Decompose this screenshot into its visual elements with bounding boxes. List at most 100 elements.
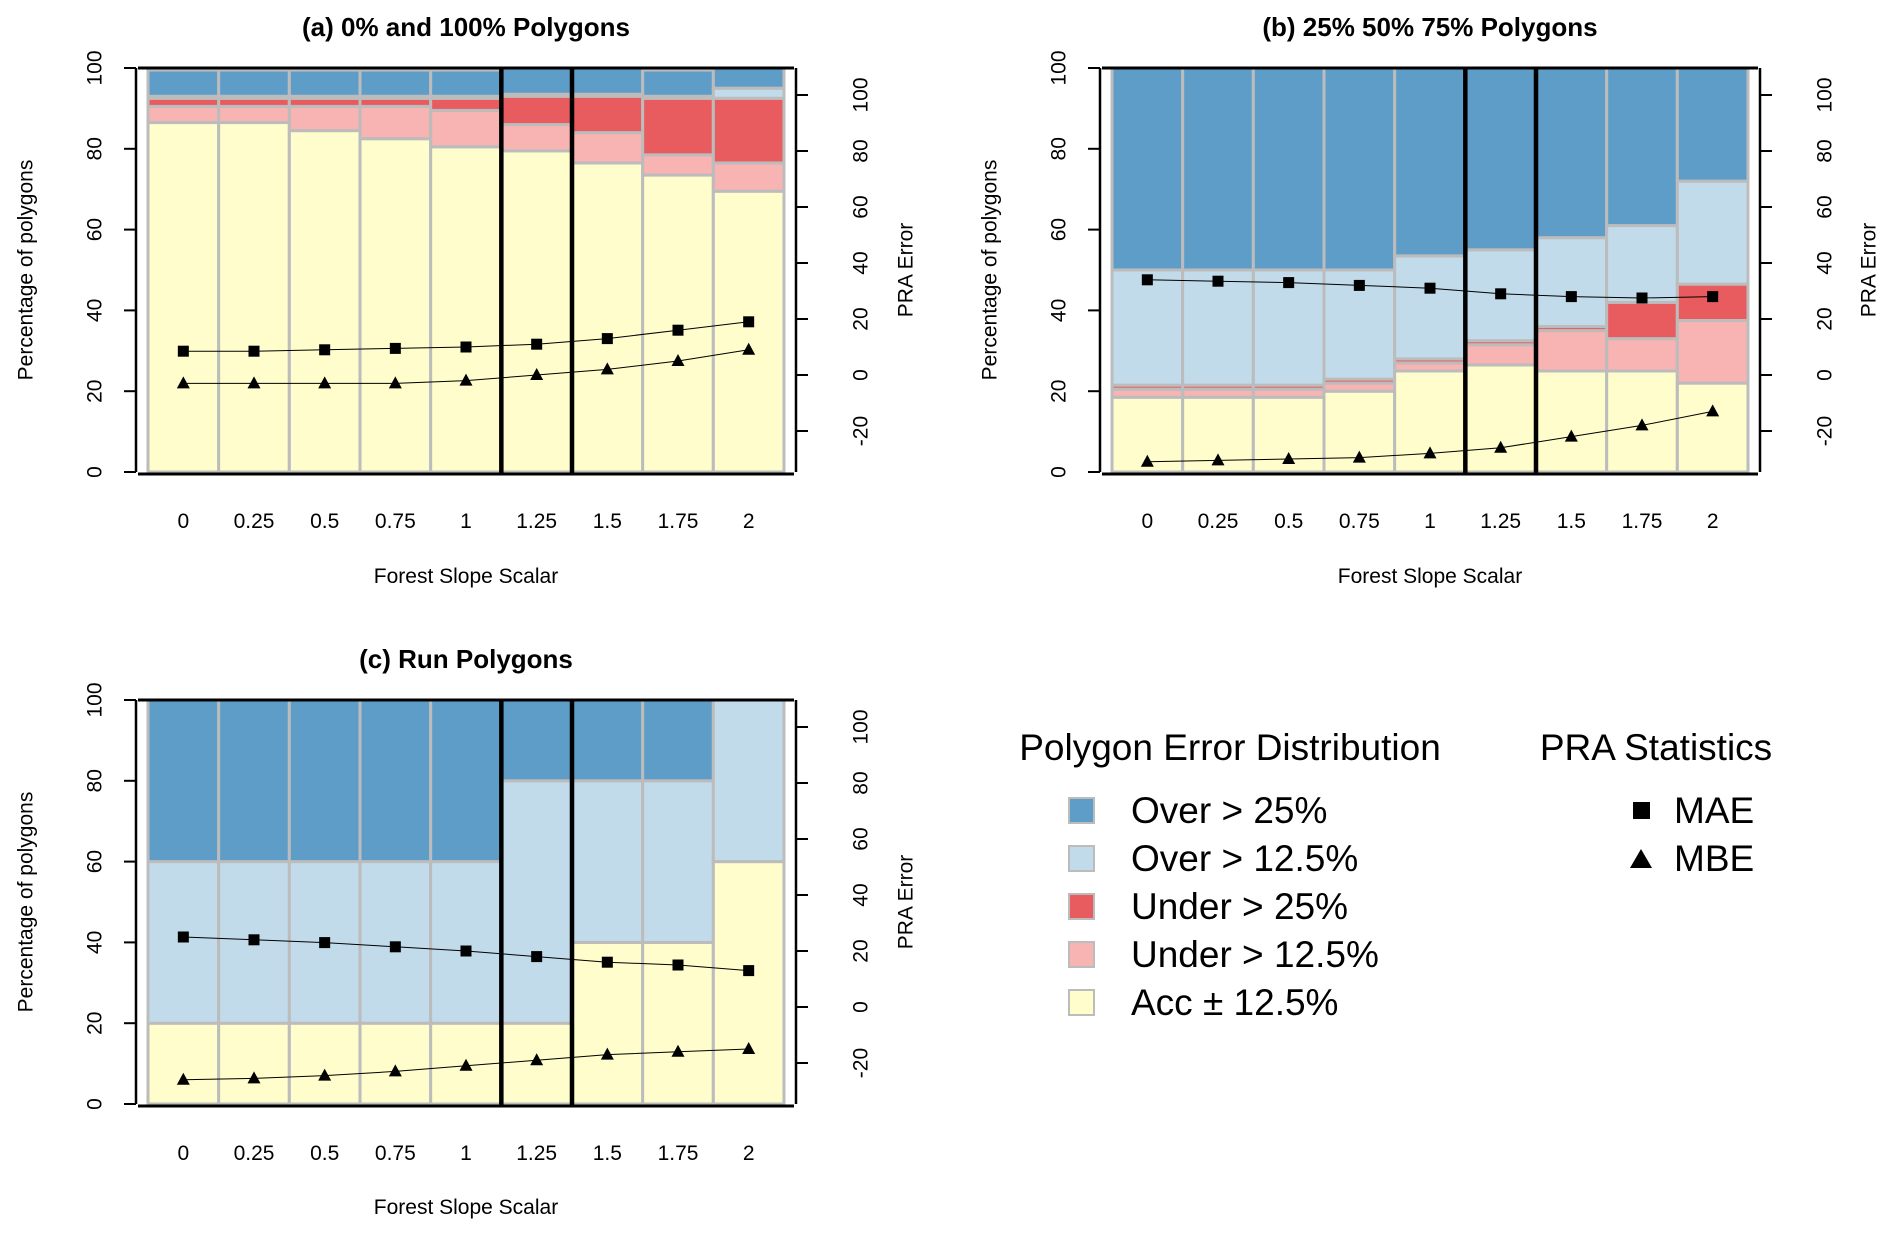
mbe-point (247, 1071, 261, 1084)
bar-segment (641, 698, 715, 783)
mbe-point (1635, 418, 1649, 431)
mae-point (1424, 282, 1436, 294)
bar-segment (287, 68, 362, 98)
mbe-point (742, 1042, 756, 1054)
x-tick-label: 1 (460, 1142, 472, 1165)
bar-segment (1181, 66, 1255, 272)
bar-segment (358, 1021, 433, 1106)
mbe-point (1211, 453, 1225, 466)
mae-point (1353, 279, 1365, 291)
bar-segment (1605, 66, 1679, 228)
mae-point (319, 344, 331, 356)
x-tick-label: 2 (743, 1142, 755, 1165)
bar-segment (217, 104, 291, 125)
legend-swatch (1068, 989, 1095, 1016)
bar-segment (1181, 268, 1255, 387)
mae-point (248, 345, 260, 357)
x-tick-label: 0 (177, 1142, 189, 1165)
bar-segment (1110, 268, 1185, 387)
bar-segment (1675, 282, 1750, 323)
y-tick-label: 20 (84, 1012, 107, 1035)
mae-point (460, 341, 472, 353)
bar-segment (1605, 337, 1679, 373)
bar-segment (711, 860, 786, 1106)
x-tick-label: 1.5 (1557, 510, 1586, 533)
y2-tick-label: -20 (850, 416, 873, 446)
bar-segment (570, 66, 645, 96)
mbe-point (530, 368, 544, 380)
mae-point (319, 937, 331, 949)
y2-tick-label: 0 (850, 369, 873, 381)
bar-segment (146, 1021, 221, 1106)
mbe-point (176, 376, 190, 389)
bar-segment (570, 779, 645, 944)
panel-a: 0 20 40 60 80 100 -20 0 20 40 60 80 100 0 0.25 0.5 0.75 1… (15, 12, 918, 588)
bar-segment (358, 68, 433, 98)
bar-segment (358, 698, 433, 864)
bar-segment (1605, 300, 1679, 341)
bar-segment (1110, 66, 1185, 272)
y2-tick-label: 40 (1814, 251, 1837, 274)
x-tick-label: 0.25 (234, 510, 275, 533)
x-tick-label: 0.25 (234, 1142, 275, 1165)
bar-segment (641, 153, 715, 177)
mbe-point (1352, 450, 1366, 463)
y2-tick-label: 100 (1814, 77, 1837, 112)
bar-segment (217, 1021, 291, 1106)
y2-tick-label: 80 (850, 771, 873, 794)
bar-segment (146, 698, 221, 864)
mbe-point (176, 1072, 190, 1085)
bar-segment (429, 108, 503, 149)
mae-point (1636, 292, 1648, 304)
mbe-point (1706, 404, 1720, 417)
bar-segment (1534, 369, 1609, 474)
mae-point (531, 338, 543, 350)
mbe-point (1282, 452, 1296, 464)
stats-legend-items: MAE MBE (1630, 790, 1754, 879)
y-tick-label: 60 (84, 850, 107, 873)
x-axis-label: Forest Slope Scalar (1338, 565, 1522, 588)
bar-segment (641, 173, 715, 474)
bar-segment (570, 94, 645, 135)
bar-segment (146, 121, 221, 474)
mae-point (743, 316, 755, 328)
mae-point (177, 931, 189, 943)
bar-segment (499, 94, 574, 127)
stats-legend-title: PRA Statistics (1540, 727, 1772, 768)
mae-point (1495, 288, 1507, 300)
y-tick-label: 40 (84, 299, 107, 322)
bar-segment (499, 779, 574, 1025)
panel-c: 0 20 40 60 80 100 -20 0 20 40 60 80 100 0 0.25 0.5 0.75 1… (15, 644, 918, 1219)
bar-segment (1251, 66, 1326, 272)
y2-tick-label: 100 (850, 709, 873, 744)
bar-segment (711, 66, 786, 90)
x-tick-label: 1 (1424, 510, 1436, 533)
bar-segment (641, 96, 715, 157)
bar-segment (429, 698, 503, 864)
bar-segment (499, 698, 574, 783)
mbe-point (459, 1058, 473, 1071)
legend-label: Over > 25% (1131, 790, 1327, 831)
x-tick-label: 0.75 (375, 510, 416, 533)
y2-axis-label: PRA Error (895, 855, 918, 950)
mae-point (248, 934, 260, 946)
bar-segment (570, 698, 645, 783)
bar-segment (1534, 236, 1609, 329)
y-axis-label: Percentage of polygons (15, 792, 38, 1013)
x-tick-label: 2 (743, 510, 755, 533)
panel-title: (a) 0% and 100% Polygons (302, 12, 630, 42)
mbe-point (459, 373, 473, 386)
y2-tick-label: 80 (1814, 139, 1837, 162)
bar-segment (287, 129, 362, 474)
bar-segment (641, 779, 715, 944)
bar-segment (711, 161, 786, 193)
bar-segment (287, 1021, 362, 1106)
bar-segment (146, 68, 221, 98)
bar-segment (358, 137, 433, 474)
legend-title: Polygon Error Distribution (1019, 727, 1441, 768)
x-tick-label: 1 (460, 510, 472, 533)
bar-segment (287, 104, 362, 133)
x-tick-label: 0.75 (1339, 510, 1380, 533)
y-tick-label: 20 (84, 380, 107, 403)
y2-tick-label: -20 (1814, 416, 1837, 446)
